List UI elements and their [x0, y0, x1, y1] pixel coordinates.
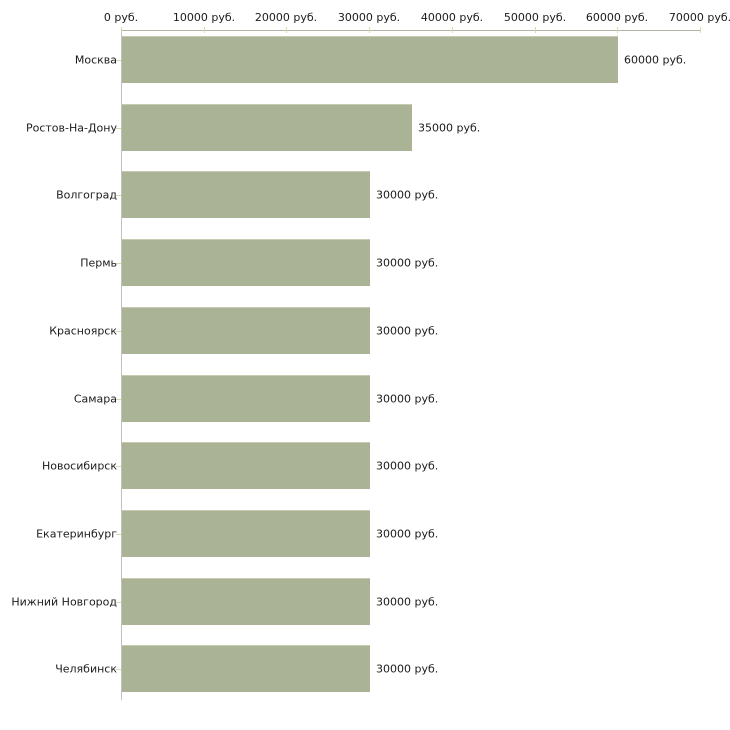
bar — [122, 239, 370, 286]
y-axis-tick — [116, 263, 121, 264]
bar-value-label: 30000 руб. — [376, 595, 439, 609]
x-axis-tick-label: 70000 руб. — [668, 11, 730, 24]
category-label: Ростов-На-Дону — [25, 121, 117, 135]
x-axis-tick — [617, 27, 618, 33]
bar — [122, 171, 370, 218]
x-axis-tick-label: 0 руб. — [103, 11, 139, 24]
bar — [122, 375, 370, 422]
bar — [122, 645, 370, 692]
x-axis-tick-label: 20000 руб. — [254, 11, 318, 24]
y-axis-tick — [116, 331, 121, 332]
x-axis-tick-label: 30000 руб. — [337, 11, 401, 24]
x-axis-tick — [369, 27, 370, 33]
x-axis-tick-label: 40000 руб. — [420, 11, 484, 24]
y-axis-tick — [116, 195, 121, 196]
category-label: Самара — [73, 392, 117, 406]
category-label: Нижний Новгород — [11, 595, 117, 609]
x-axis-tick-label: 10000 руб. — [172, 11, 236, 24]
bar — [122, 36, 618, 83]
bar — [122, 442, 370, 489]
category-label: Красноярск — [49, 324, 117, 338]
category-label: Челябинск — [55, 662, 117, 676]
bar-value-label: 30000 руб. — [376, 459, 439, 473]
bar-value-label: 30000 руб. — [376, 188, 439, 202]
y-axis-tick — [116, 669, 121, 670]
category-label: Волгоград — [56, 188, 117, 202]
bar — [122, 578, 370, 625]
category-label: Новосибирск — [41, 459, 117, 473]
x-axis-tick — [452, 27, 453, 33]
x-axis-tick-label: 50000 руб. — [503, 11, 567, 24]
y-axis-tick — [116, 60, 121, 61]
category-label: Екатеринбург — [36, 527, 117, 541]
bar-value-label: 30000 руб. — [376, 324, 439, 338]
x-axis-line — [121, 30, 700, 31]
x-axis-tick — [204, 27, 205, 33]
category-label: Москва — [74, 53, 117, 67]
bar-value-label: 60000 руб. — [624, 53, 687, 67]
y-axis-tick — [116, 466, 121, 467]
y-axis-tick — [116, 534, 121, 535]
bar-value-label: 35000 руб. — [418, 121, 481, 135]
x-axis-tick — [286, 27, 287, 33]
y-axis-tick — [116, 399, 121, 400]
bar — [122, 104, 412, 151]
bar-value-label: 30000 руб. — [376, 256, 439, 270]
y-axis-tick — [116, 602, 121, 603]
y-axis-line — [121, 30, 122, 700]
category-label: Пермь — [80, 256, 117, 270]
bar — [122, 510, 370, 557]
x-axis-tick — [535, 27, 536, 33]
y-axis-tick — [116, 128, 121, 129]
bar-value-label: 30000 руб. — [376, 392, 439, 406]
x-axis-tick — [700, 27, 701, 33]
x-axis-tick — [121, 27, 122, 33]
bar-value-label: 30000 руб. — [376, 662, 439, 676]
bar — [122, 307, 370, 354]
bar-value-label: 30000 руб. — [376, 527, 439, 541]
x-axis-tick-label: 60000 руб. — [585, 11, 649, 24]
